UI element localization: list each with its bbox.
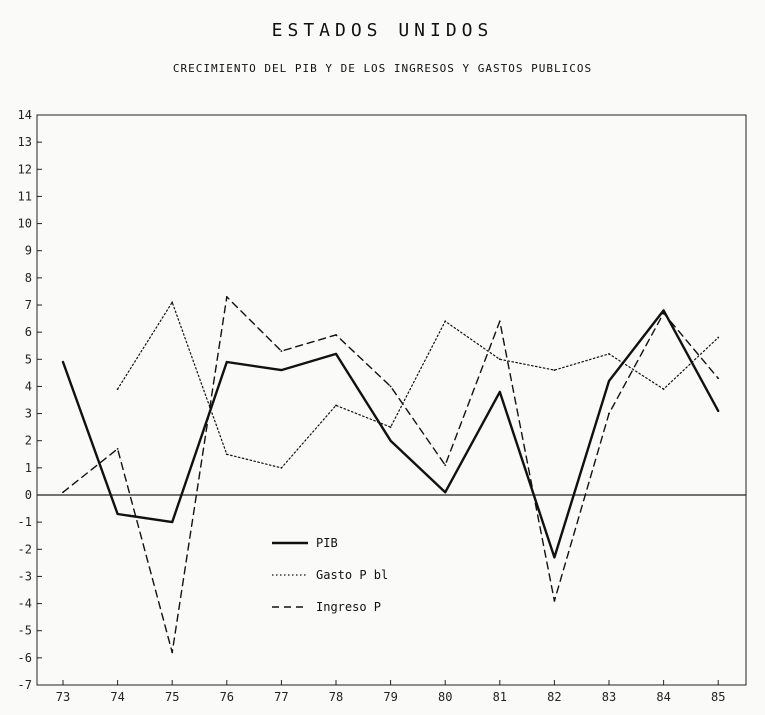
y-tick-label: 10	[18, 217, 32, 231]
x-tick-label: 79	[383, 690, 397, 704]
data-point	[225, 453, 228, 456]
x-tick-label: 74	[110, 690, 124, 704]
data-point	[280, 350, 283, 353]
y-tick-label: 1	[25, 461, 32, 475]
legend-label: Ingreso P	[316, 600, 381, 614]
data-point	[389, 385, 392, 388]
data-point	[444, 320, 447, 323]
y-tick-label: 7	[25, 298, 32, 312]
data-point	[225, 361, 228, 363]
plot-frame	[36, 114, 747, 686]
y-tick-label: 13	[18, 135, 32, 149]
data-point	[116, 388, 119, 391]
y-tick-label: 0	[25, 488, 32, 502]
data-point	[553, 599, 556, 602]
y-tick-label: -3	[18, 569, 32, 583]
y-tick-label: 2	[25, 434, 32, 448]
data-point	[717, 336, 720, 339]
y-tick-label: -4	[18, 597, 32, 611]
data-point	[553, 556, 556, 559]
data-point	[444, 491, 447, 494]
data-point	[662, 388, 665, 391]
data-point	[62, 361, 64, 363]
x-tick-label: 80	[438, 690, 452, 704]
y-tick-label: 6	[25, 325, 32, 339]
chart-title: ESTADOS UNIDOS	[271, 20, 494, 41]
data-point	[335, 352, 337, 355]
data-point	[498, 390, 501, 393]
y-tick-label: -6	[18, 651, 32, 665]
data-point	[280, 466, 283, 469]
x-tick-label: 76	[220, 690, 234, 704]
series-line-2	[62, 296, 719, 654]
data-point	[335, 404, 337, 407]
y-tick-label: -7	[18, 678, 32, 692]
y-tick-label: 9	[25, 244, 32, 258]
data-point	[389, 426, 392, 429]
legend-label: Gasto P bl	[316, 568, 388, 582]
data-point	[62, 491, 64, 494]
data-point	[717, 409, 720, 412]
y-tick-label: -2	[18, 542, 32, 556]
x-tick-label: 84	[656, 690, 670, 704]
x-tick-label: 82	[547, 690, 561, 704]
data-point	[116, 513, 119, 515]
data-point	[171, 521, 174, 524]
series-line-1	[116, 301, 719, 469]
data-point	[498, 320, 501, 323]
data-point	[171, 301, 174, 304]
y-tick-label: 8	[25, 271, 32, 285]
data-point	[498, 358, 501, 361]
data-point	[225, 295, 228, 298]
x-tick-label: 73	[56, 690, 70, 704]
data-point	[171, 651, 174, 654]
y-tick-label: -1	[18, 515, 32, 529]
x-tick-label: 78	[329, 690, 343, 704]
x-tick-label: 75	[165, 690, 179, 704]
y-tick-label: 5	[25, 352, 32, 366]
data-point	[116, 447, 119, 450]
x-tick-label: 85	[711, 690, 725, 704]
data-point	[717, 377, 720, 380]
x-tick-label: 83	[602, 690, 616, 704]
chart-subtitle: CRECIMIENTO DEL PIB Y DE LOS INGRESOS Y …	[172, 62, 593, 75]
y-tick-label: 12	[18, 162, 32, 176]
data-point	[662, 309, 665, 312]
y-tick-label: -5	[18, 624, 32, 638]
y-tick-label: 4	[25, 379, 32, 393]
data-point	[444, 464, 447, 467]
x-tick-label: 81	[493, 690, 507, 704]
data-point	[608, 380, 610, 382]
data-point	[553, 369, 556, 372]
data-point	[608, 352, 610, 355]
x-tick-label: 77	[274, 690, 288, 704]
data-point	[389, 439, 392, 442]
data-point	[662, 312, 665, 315]
y-tick-label: 11	[18, 189, 32, 203]
data-point	[608, 412, 610, 415]
legend-label: PIB	[316, 536, 338, 550]
y-tick-label: 14	[18, 108, 32, 122]
data-point	[280, 369, 283, 372]
data-point	[335, 333, 337, 336]
series-line-0	[61, 309, 720, 559]
y-tick-label: 3	[25, 407, 32, 421]
